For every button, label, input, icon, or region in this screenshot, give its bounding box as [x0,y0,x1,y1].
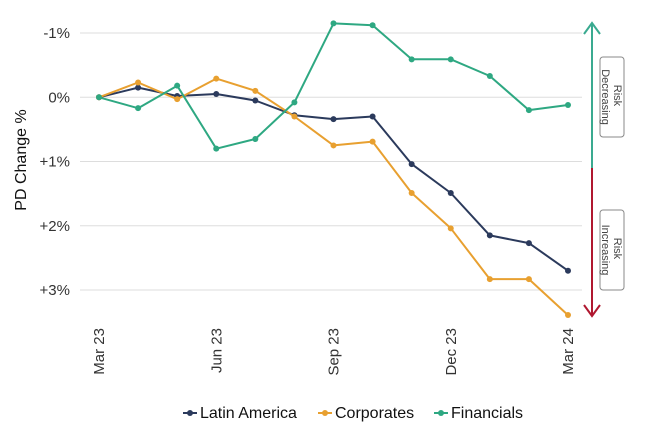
data-point [213,91,220,98]
x-axis-tick-labels: Mar 23 Jun 23 Sep 23 Dec 23 Mar 24 [91,328,577,376]
series-line-2 [98,22,569,150]
data-point [447,56,454,63]
risk-annotation: Risk Decreasing Risk Increasing [583,21,625,318]
risk-increasing-label: Risk Increasing [599,209,625,291]
data-point [565,101,571,108]
data-point [174,82,181,89]
risk-increasing-arrowhead [583,304,601,318]
data-point [135,79,142,86]
data-point [135,105,142,112]
x-tick-label: Mar 23 [91,328,108,375]
data-point [369,22,376,29]
data-point [252,136,259,143]
x-tick-label: Mar 24 [560,328,577,375]
x-tick-label: Sep 23 [326,328,343,376]
data-point [291,99,298,106]
data-point [408,161,415,168]
legend-label: Latin America [200,405,297,422]
data-point [447,189,454,196]
series-lines [96,20,571,319]
data-point [486,232,493,239]
data-point [565,312,571,319]
data-point [213,145,220,152]
data-point [408,189,415,196]
legend-label: Financials [451,405,523,422]
data-point [486,276,493,283]
data-point [525,240,532,247]
risk-decreasing-arrowhead [583,21,601,35]
data-point [213,75,220,82]
risk-decreasing-line1: Risk [611,85,623,107]
data-point [330,116,337,123]
data-point [447,225,454,232]
data-point [369,113,376,120]
risk-increasing-line1: Risk [611,238,623,260]
risk-increasing-line2: Increasing [599,225,611,276]
legend-swatch-marker [438,410,444,416]
series-line-0 [98,86,569,272]
data-point [174,96,181,103]
data-point [135,84,142,91]
data-point [291,113,298,120]
y-tick-label: 0% [48,89,70,106]
legend: Latin America Corporates Financials [183,405,523,422]
y-tick-label: -1% [43,25,70,42]
x-tick-label: Jun 23 [208,328,225,373]
risk-decreasing-line2: Decreasing [599,69,611,125]
svg-text:Risk Decreasing: Risk Decreasing [599,69,623,125]
data-point [252,87,259,94]
y-tick-label: +2% [40,218,70,235]
data-point [565,267,571,274]
data-point [330,142,337,149]
y-axis-title: PD Change % [13,109,30,210]
risk-decreasing-label: Risk Decreasing [599,56,625,138]
y-axis-tick-labels: -1% 0% +1% +2% +3% [40,25,70,299]
legend-swatch-marker [187,410,193,416]
data-point [525,276,532,283]
data-point [486,73,493,80]
y-tick-label: +1% [40,154,70,171]
data-point [408,56,415,63]
data-point [525,107,532,114]
x-tick-label: Dec 23 [443,328,460,376]
svg-text:Risk Increasing: Risk Increasing [599,225,623,276]
legend-label: Corporates [335,405,414,422]
data-point [96,94,102,101]
data-point [369,138,376,145]
y-tick-label: +3% [40,282,70,299]
series-line-1 [98,77,569,316]
grid-lines [80,32,582,291]
data-point [330,20,337,27]
data-point [252,97,259,104]
legend-swatch-marker [322,410,328,416]
